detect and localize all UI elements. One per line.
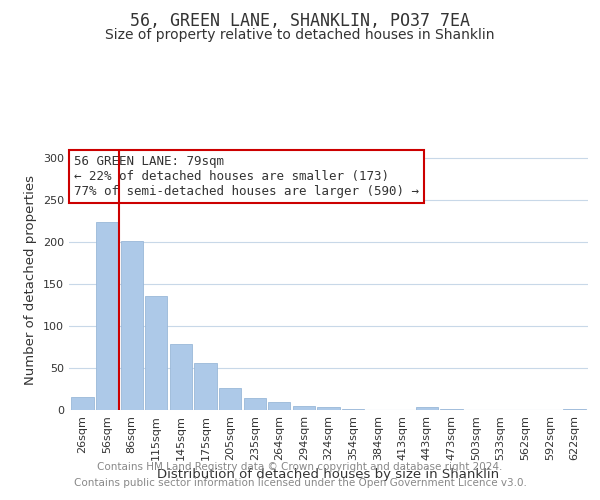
- Bar: [219, 388, 241, 410]
- Bar: [145, 296, 167, 410]
- Bar: [71, 396, 94, 410]
- Bar: [96, 222, 118, 410]
- Text: 56 GREEN LANE: 79sqm
← 22% of detached houses are smaller (173)
77% of semi-deta: 56 GREEN LANE: 79sqm ← 22% of detached h…: [74, 155, 419, 198]
- Text: Contains HM Land Registry data © Crown copyright and database right 2024.: Contains HM Land Registry data © Crown c…: [97, 462, 503, 472]
- Bar: [563, 409, 586, 410]
- Bar: [268, 402, 290, 410]
- Bar: [440, 409, 463, 410]
- Text: Contains public sector information licensed under the Open Government Licence v3: Contains public sector information licen…: [74, 478, 526, 488]
- Text: Size of property relative to detached houses in Shanklin: Size of property relative to detached ho…: [105, 28, 495, 42]
- Bar: [416, 408, 438, 410]
- Bar: [121, 240, 143, 410]
- Bar: [317, 408, 340, 410]
- Bar: [244, 398, 266, 410]
- X-axis label: Distribution of detached houses by size in Shanklin: Distribution of detached houses by size …: [157, 468, 500, 481]
- Bar: [170, 344, 192, 410]
- Bar: [194, 363, 217, 410]
- Text: 56, GREEN LANE, SHANKLIN, PO37 7EA: 56, GREEN LANE, SHANKLIN, PO37 7EA: [130, 12, 470, 30]
- Bar: [342, 409, 364, 410]
- Bar: [293, 406, 315, 410]
- Y-axis label: Number of detached properties: Number of detached properties: [25, 175, 37, 385]
